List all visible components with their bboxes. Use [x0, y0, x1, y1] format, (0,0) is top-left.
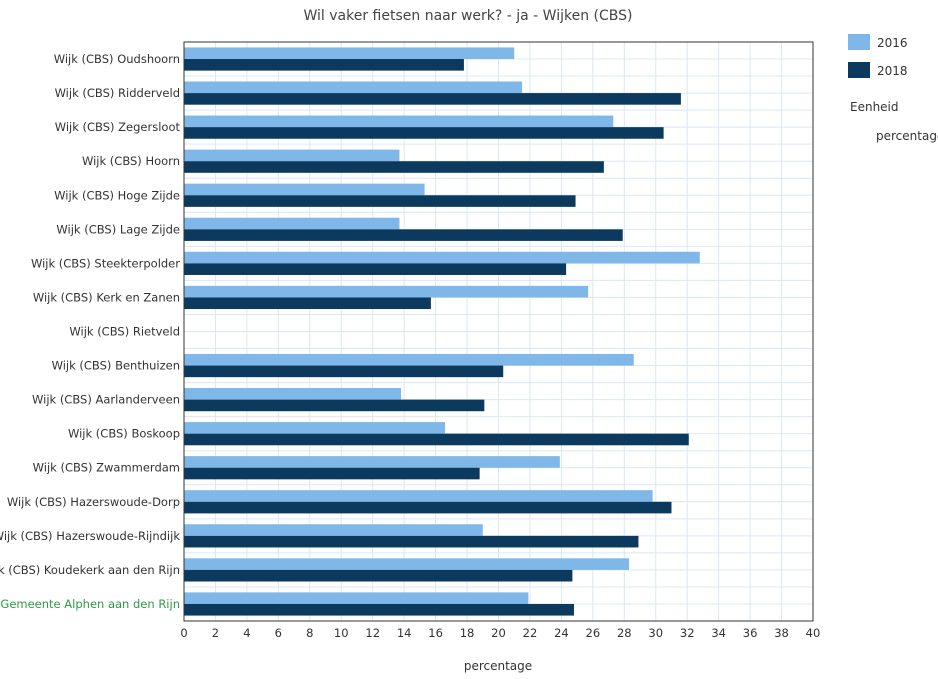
bar-2018-13[interactable]: [184, 501, 672, 514]
x-tick-label-10: 10: [334, 626, 349, 640]
bar-2018-0[interactable]: [184, 59, 464, 71]
x-tick-label-24: 24: [554, 626, 569, 640]
x-tick-label-20: 20: [491, 626, 506, 640]
x-tick-label-28: 28: [617, 626, 632, 640]
plot-frame: [183, 41, 814, 622]
bar-2016-11[interactable]: [184, 422, 446, 434]
category-label-5: Wijk (CBS) Lage Zijde: [56, 222, 180, 236]
x-tick-label-36: 36: [743, 626, 758, 640]
x-tick-label-16: 16: [428, 626, 443, 640]
bar-2018-4[interactable]: [184, 195, 576, 207]
x-tick-label-38: 38: [774, 626, 789, 640]
bar-2018-14[interactable]: [184, 535, 639, 548]
category-label-6: Wijk (CBS) Steekterpolder: [31, 256, 180, 270]
x-tick-label-2: 2: [212, 626, 219, 640]
category-label-15: Wijk (CBS) Koudekerk aan den Rijn: [0, 563, 180, 577]
legend-label-2018: 2018: [877, 64, 908, 78]
bar-2016-16[interactable]: [184, 592, 529, 604]
bar-2016-3[interactable]: [184, 149, 400, 162]
category-label-3: Wijk (CBS) Hoorn: [82, 154, 180, 168]
legend-unit-value: percentage: [876, 129, 938, 143]
bar-2018-9[interactable]: [184, 365, 504, 378]
bar-2018-6[interactable]: [184, 263, 567, 275]
legend-swatch-2018: [848, 62, 870, 78]
bar-2016-0[interactable]: [184, 47, 515, 60]
x-tick-label-40: 40: [806, 626, 821, 640]
bar-2016-4[interactable]: [184, 183, 425, 196]
x-tick-label-30: 30: [648, 626, 663, 640]
category-label-16: Gemeente Alphen aan den Rijn: [0, 597, 180, 611]
x-tick-label-8: 8: [306, 626, 313, 640]
bar-2016-2[interactable]: [184, 115, 614, 128]
bar-2018-5[interactable]: [184, 229, 623, 241]
category-label-8: Wijk (CBS) Rietveld: [69, 325, 180, 339]
x-tick-label-22: 22: [523, 626, 538, 640]
legend-label-2016: 2016: [877, 36, 908, 50]
bars: [184, 47, 700, 616]
bar-2018-7[interactable]: [184, 297, 431, 310]
bar-2016-7[interactable]: [184, 285, 589, 298]
x-tick-label-0: 0: [180, 626, 187, 640]
bar-2016-6[interactable]: [184, 251, 700, 264]
legend[interactable]: 2016 2018 Eenheid percentage: [848, 34, 938, 143]
category-label-13: Wijk (CBS) Hazerswoude-Dorp: [7, 495, 180, 509]
category-label-7: Wijk (CBS) Kerk en Zanen: [33, 290, 180, 304]
bar-2016-9[interactable]: [184, 353, 634, 366]
bar-2016-13[interactable]: [184, 490, 653, 502]
category-label-14: Wijk (CBS) Hazerswoude-Rijndijk: [0, 529, 180, 543]
category-label-4: Wijk (CBS) Hoge Zijde: [54, 188, 180, 202]
bar-2016-12[interactable]: [184, 456, 560, 468]
category-label-11: Wijk (CBS) Boskoop: [68, 427, 180, 441]
x-tick-label-18: 18: [460, 626, 475, 640]
bar-2016-5[interactable]: [184, 217, 400, 230]
x-tick-label-26: 26: [586, 626, 601, 640]
category-label-10: Wijk (CBS) Aarlanderveen: [32, 393, 180, 407]
x-tick-label-12: 12: [365, 626, 380, 640]
x-axis-label: percentage: [464, 659, 532, 673]
x-tick-label-32: 32: [680, 626, 695, 640]
bar-2016-1[interactable]: [184, 81, 523, 94]
x-tick-label-4: 4: [243, 626, 250, 640]
legend-unit-heading: Eenheid: [850, 100, 899, 114]
x-tick-label-6: 6: [275, 626, 282, 640]
x-tick-label-34: 34: [711, 626, 726, 640]
chart-title: Wil vaker fietsen naar werk? - ja - Wijk…: [304, 8, 633, 24]
bar-2018-2[interactable]: [184, 127, 664, 139]
bar-2018-16[interactable]: [184, 603, 574, 616]
category-label-12: Wijk (CBS) Zwammerdam: [33, 461, 180, 475]
category-label-0: Wijk (CBS) Oudshoorn: [54, 52, 180, 66]
bar-2018-15[interactable]: [184, 569, 573, 582]
category-labels: Wijk (CBS) Oudshoorn Wijk (CBS) Riddervel…: [0, 52, 180, 611]
x-tick-label-14: 14: [397, 626, 412, 640]
bar-2018-1[interactable]: [184, 93, 681, 105]
x-tick-labels: 0 2 4 6 8 10 12 14 16 18 20 22 24 26 28 30 32 34 36 38 40: [180, 626, 820, 640]
bar-2018-12[interactable]: [184, 467, 480, 480]
bar-2018-3[interactable]: [184, 161, 604, 173]
category-label-2: Wijk (CBS) Zegersloot: [55, 120, 181, 134]
legend-swatch-2016: [848, 34, 870, 50]
bar-2018-10[interactable]: [184, 399, 485, 412]
category-label-1: Wijk (CBS) Ridderveld: [55, 86, 180, 100]
bar-2016-14[interactable]: [184, 524, 483, 536]
bar-2016-10[interactable]: [184, 388, 402, 400]
bar-2018-11[interactable]: [184, 433, 689, 446]
category-label-9: Wijk (CBS) Benthuizen: [52, 359, 180, 373]
bar-2016-15[interactable]: [184, 558, 630, 570]
